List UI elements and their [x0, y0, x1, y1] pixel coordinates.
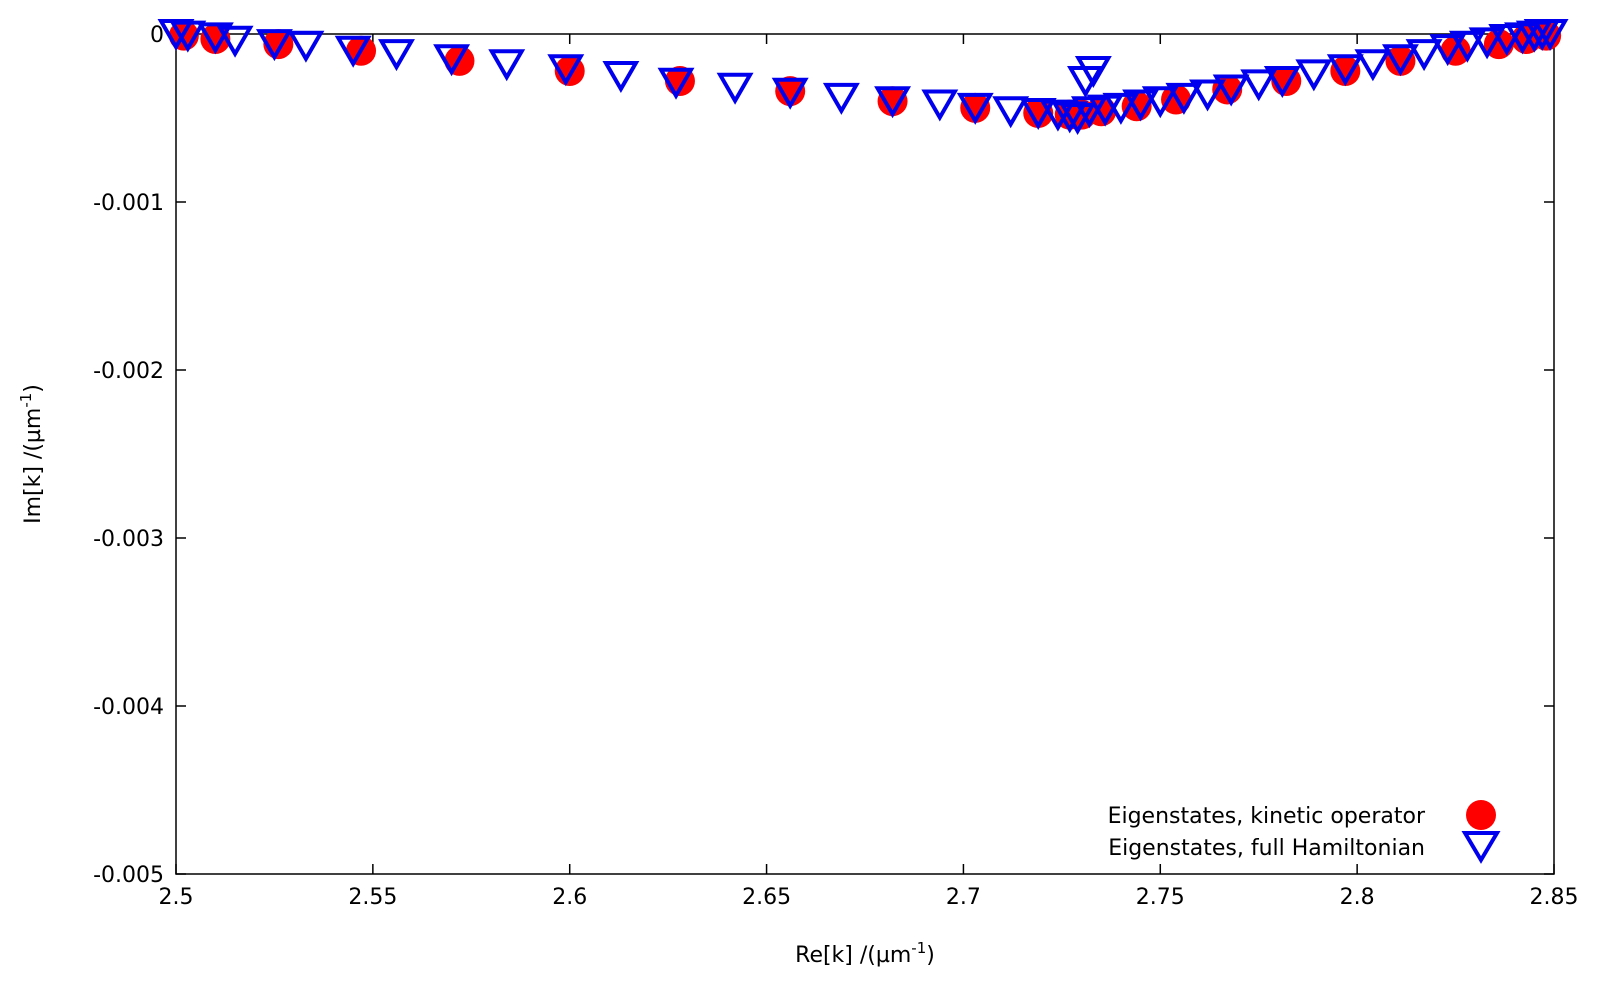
data-point-circle: [877, 86, 908, 117]
legend-marker-kinetic: [1466, 800, 1496, 830]
plot-frame: [175, 33, 1555, 875]
x-tick-label: 2.75: [1136, 885, 1185, 910]
data-point-triangle: [602, 61, 640, 94]
data-point-triangle: [1074, 55, 1112, 88]
y-tick-label: -0.003: [93, 527, 164, 552]
data-point-triangle: [334, 35, 372, 68]
x-tick-label: 2.85: [1530, 885, 1579, 910]
data-point-circle: [1330, 55, 1361, 86]
legend-label-hamiltonian: Eigenstates, full Hamiltonian: [1108, 836, 1425, 861]
y-tick-label: -0.004: [93, 695, 164, 720]
data-point-triangle: [1141, 86, 1179, 119]
data-point-triangle: [1295, 59, 1333, 92]
legend-label-kinetic: Eigenstates, kinetic operator: [1108, 804, 1426, 829]
data-point-triangle: [1019, 97, 1057, 130]
data-point-circle: [775, 76, 806, 107]
x-tick-label: 2.55: [348, 885, 397, 910]
data-point-triangle: [1122, 89, 1160, 122]
data-point-triangle: [547, 54, 585, 87]
data-point-triangle: [255, 29, 293, 62]
axes: [175, 33, 1555, 875]
data-point-triangle: [716, 72, 754, 105]
legend-marker-hamiltonian: [1461, 831, 1501, 864]
x-tick-label: 2.65: [742, 885, 791, 910]
data-point-triangle: [216, 25, 254, 58]
x-tick-label: 2.7: [946, 885, 981, 910]
data-point-triangle: [1165, 82, 1203, 115]
data-point-triangle: [1189, 79, 1226, 112]
data-point-triangle: [1405, 39, 1443, 72]
data-point-triangle: [169, 20, 207, 53]
y-tick-label: -0.001: [93, 191, 164, 216]
data-point-triangle: [771, 77, 809, 110]
data-point-triangle: [1448, 30, 1486, 63]
data-point-triangle: [1531, 19, 1569, 52]
data-point-triangle: [822, 82, 860, 115]
x-tick-label: 2.5: [159, 885, 194, 910]
data-point-circle: [960, 92, 991, 123]
data-point-triangle: [433, 44, 471, 77]
data-point-triangle: [378, 39, 415, 72]
legend: Eigenstates, kinetic operator Eigenstate…: [1108, 800, 1501, 864]
x-tick-label: 2.6: [552, 885, 587, 910]
x-tick-label: 2.8: [1340, 885, 1375, 910]
data-point-triangle: [1468, 27, 1506, 60]
y-tick-label: 0: [150, 23, 164, 48]
data-point-triangle: [1212, 74, 1250, 107]
y-axis-label-superscript: -1: [17, 393, 35, 408]
data-point-triangle: [657, 67, 695, 100]
data-series: [157, 19, 1569, 136]
series-full-hamiltonian: [157, 19, 1569, 136]
data-point-triangle: [956, 92, 994, 125]
data-point-triangle: [287, 30, 325, 63]
y-tick-label: -0.005: [93, 863, 164, 888]
data-point-triangle: [1263, 66, 1301, 99]
x-axis-label-close: ): [926, 943, 935, 968]
x-axis-label: Re[k] /(µm-1): [795, 939, 935, 968]
data-point-triangle: [1381, 44, 1419, 77]
data-point-triangle: [874, 86, 912, 119]
data-point-triangle: [1429, 34, 1467, 67]
data-point-triangle: [1102, 92, 1140, 125]
data-point-triangle: [1240, 69, 1278, 102]
data-point-triangle: [196, 22, 234, 55]
x-axis-label-superscript: -1: [911, 939, 926, 957]
data-point-circle: [1385, 45, 1416, 76]
data-point-triangle: [1354, 49, 1392, 82]
ticks: 2.5 2.55 2.6 2.65 2.7 2.75 2.8 2.85 0 -0.001 -0.00…: [93, 23, 1578, 910]
data-point-triangle: [1326, 54, 1364, 87]
y-tick-label: -0.002: [93, 359, 164, 384]
y-axis-label: Im[k] /(µm-1): [17, 384, 46, 524]
y-axis-label-close: ): [21, 384, 46, 393]
data-point-triangle: [992, 96, 1030, 129]
data-point-triangle: [921, 89, 959, 122]
series-kinetic-operator: [168, 20, 1562, 130]
data-point-triangle: [488, 49, 526, 82]
